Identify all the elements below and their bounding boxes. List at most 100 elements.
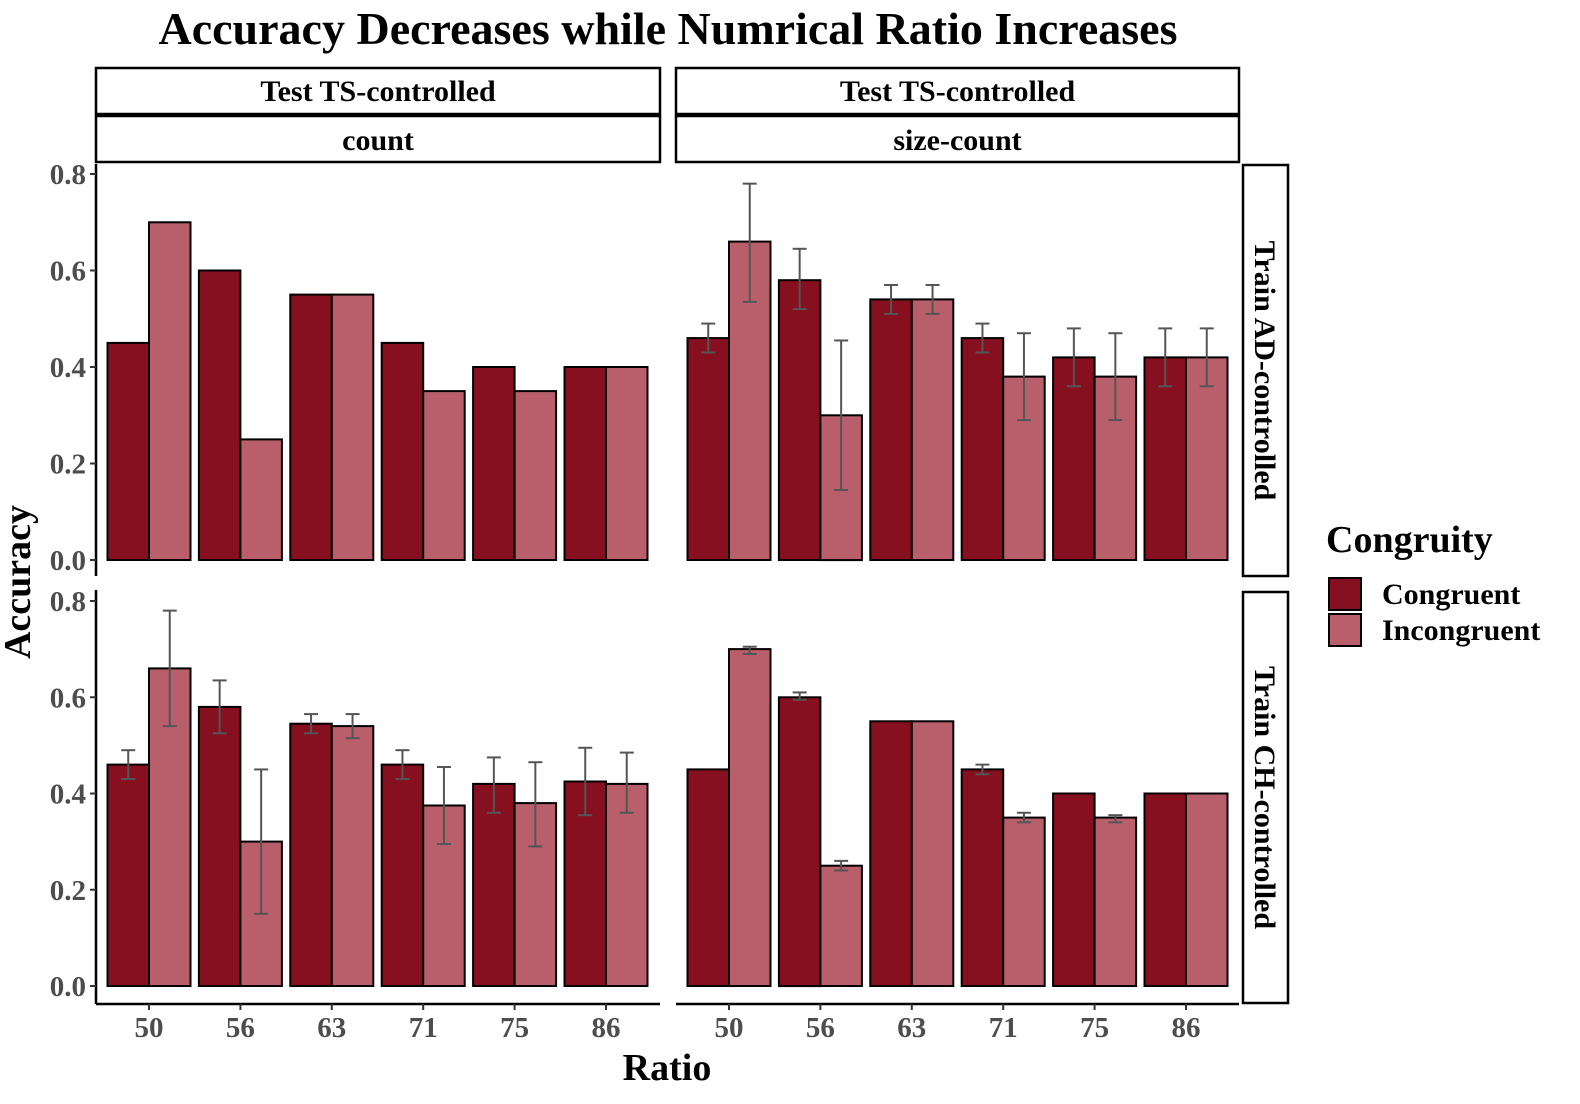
facet-panel: Train CH-controlled [686,590,1290,1005]
x-axis: 50 56 63 71 75 86 [96,1002,660,1044]
y-axis: 0.0 0.2 0.4 0.6 0.8 [50,159,98,577]
error-bar [304,713,319,735]
bar [605,366,649,561]
strip-top-box-2 [674,114,1241,164]
bar [197,269,242,561]
y-tick-label: 0.8 [50,159,86,191]
strip-top-label-2: count [342,124,414,157]
bar [289,293,333,561]
bar [148,221,192,562]
strip-top-box-1 [94,66,662,116]
x-tick-label: 56 [806,1012,835,1044]
error-bar [486,756,501,814]
bar [106,341,150,561]
bar [330,725,375,987]
bar [777,279,822,561]
y-tick-label: 0.8 [50,586,86,618]
error-bar [436,766,451,846]
x-tick-label: 71 [989,1012,1018,1044]
error-bar [345,713,360,740]
error-bar [1108,814,1123,824]
error-bar [925,283,940,315]
strip-right: Train AD-controlled [1241,163,1290,578]
error-bar [578,746,593,817]
bar [422,390,466,561]
bar [472,782,516,988]
bar [686,337,730,561]
error-bar [792,691,807,701]
error-bar [1016,332,1031,422]
legend-label: Incongruent [1382,614,1540,647]
y-axis: 0.0 0.2 0.4 0.6 0.8 [50,586,98,1004]
error-bar [884,283,899,315]
strip-top-label-1: Test TS-controlled [840,75,1076,108]
x-tick-label: 63 [897,1012,926,1044]
legend-swatch [1328,613,1362,647]
strip-top: Test TS-controlled size-count [674,66,1241,164]
strip-top-box-1 [674,66,1241,116]
strip-right-box [1241,590,1290,1005]
error-bar [834,859,849,872]
strip-top-label-2: size-count [893,124,1021,157]
error-bar [254,768,269,915]
bar [605,782,649,988]
strip-right-label: Train AD-controlled [1248,241,1281,501]
bar [513,390,558,561]
bar [330,293,375,561]
bar [869,298,913,561]
legend-swatch [1328,577,1362,611]
bar [869,720,913,987]
error-bar [619,751,634,814]
bar [239,438,283,561]
error-bar [1016,811,1031,824]
bar [1143,792,1187,987]
facet-panel [106,609,649,988]
strip-right-box [1241,163,1290,578]
facet-panel: Test TS-controlled size-count Train AD-con… [674,66,1290,578]
bar [197,705,242,988]
error-bar [1108,332,1123,422]
strip-right: Train CH-controlled [1241,590,1290,1005]
x-tick-label: 56 [226,1012,255,1044]
legend-title: Congruity [1326,519,1493,561]
error-bar [975,763,990,776]
bar [563,366,607,561]
y-axis-title: Accuracy [0,505,39,659]
chart-title: Accuracy Decreases while Numrical Ratio … [159,3,1178,54]
strip-top: Test TS-controlled count [94,66,662,164]
bar [777,696,822,988]
error-bar [395,749,410,781]
bar [106,763,150,987]
bar [380,763,425,987]
error-bar [212,679,227,735]
y-tick-label: 0.4 [50,779,86,811]
bar [1185,792,1229,987]
facet-panel: Test TS-controlled count [94,66,662,562]
x-tick-label: 86 [592,1012,621,1044]
error-bar [1199,327,1214,388]
strip-top-box-2 [94,114,662,164]
error-bar [1158,327,1173,388]
error-bar [742,645,757,655]
x-tick-label: 71 [409,1012,438,1044]
bar [1143,356,1187,561]
x-axis-title: Ratio [623,1047,712,1089]
error-bar [162,609,177,728]
error-bar [792,247,807,311]
y-tick-label: 0.0 [50,971,86,1003]
y-tick-label: 0.6 [50,682,86,714]
error-bar [742,182,757,303]
x-tick-label: 86 [1172,1012,1201,1044]
bar [1002,816,1046,987]
bar [1093,816,1138,987]
bar [960,768,1005,988]
axes: 0.0 0.2 0.4 0.6 0.8 0.0 0.2 0.4 0.6 0.8 50 56 63 71 75… [50,159,1239,1044]
y-tick-label: 0.2 [50,875,86,907]
x-tick-label: 75 [500,1012,529,1044]
bar [1052,792,1096,987]
x-axis: 50 56 63 71 75 86 [676,1002,1239,1044]
bar [819,864,863,988]
error-bar [701,322,716,354]
